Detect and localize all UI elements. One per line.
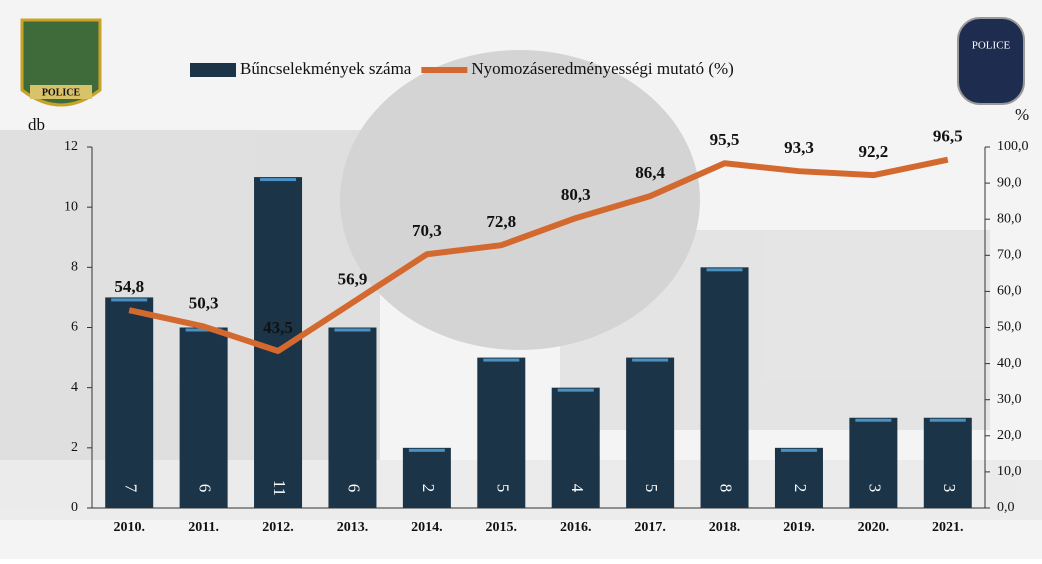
bar-label: 3 [865, 484, 884, 493]
line-value-label: 80,3 [561, 185, 591, 204]
y2-tick-label: 90,0 [997, 175, 1022, 190]
x-tick-label: 2021. [932, 520, 964, 535]
x-tick-label: 2010. [113, 520, 145, 535]
bar-label: 8 [717, 484, 736, 493]
y2-tick-label: 80,0 [997, 211, 1022, 226]
y2-tick-label: 30,0 [997, 392, 1022, 407]
bar-label: 4 [568, 484, 587, 493]
line-value-label: 54,8 [114, 277, 144, 296]
x-tick-label: 2015. [486, 520, 518, 535]
bar-highlight [111, 298, 148, 302]
x-tick-label: 2020. [858, 520, 890, 535]
bar-highlight [780, 448, 817, 452]
bar-label: 6 [196, 484, 215, 493]
line-value-label: 43,5 [263, 318, 293, 337]
y2-tick-label: 100,0 [997, 139, 1029, 154]
y-tick-label: 4 [71, 380, 78, 395]
bar [700, 267, 749, 508]
bar-highlight [408, 448, 445, 452]
bar-highlight [706, 268, 743, 272]
line-value-label: 50,3 [189, 293, 219, 312]
bar [923, 417, 972, 508]
bar-highlight [929, 418, 966, 422]
bar-highlight [483, 358, 520, 362]
bar [402, 447, 451, 508]
y-tick-label: 12 [64, 139, 78, 154]
x-tick-label: 2011. [188, 520, 219, 535]
line-value-label: 93,3 [784, 138, 814, 157]
bar-label: 7 [121, 484, 140, 493]
bar [477, 357, 526, 508]
logo-text: POLICE [972, 40, 1011, 52]
y2-tick-label: 50,0 [997, 320, 1022, 335]
y-tick-label: 2 [71, 440, 78, 455]
bar-label: 3 [940, 484, 959, 493]
bar-label: 11 [270, 480, 289, 496]
x-tick-label: 2012. [262, 520, 294, 535]
bar [774, 447, 823, 508]
bar-highlight [855, 418, 892, 422]
bar-highlight [557, 388, 594, 392]
bar-highlight [632, 358, 669, 362]
line-value-label: 95,5 [710, 130, 740, 149]
bar [626, 357, 675, 508]
bar [849, 417, 898, 508]
bar [179, 327, 228, 508]
bar [328, 327, 377, 508]
bar-label: 2 [791, 484, 810, 493]
x-tick-label: 2019. [783, 520, 815, 535]
bar-label: 5 [642, 484, 661, 493]
x-tick-label: 2013. [337, 520, 369, 535]
bar-highlight [185, 328, 222, 332]
line [128, 156, 949, 354]
y2-tick-label: 20,0 [997, 428, 1022, 443]
y-axis-label: db [28, 115, 45, 134]
y-tick-label: 6 [71, 320, 78, 335]
line-value-label: 86,4 [635, 163, 665, 182]
x-tick-label: 2016. [560, 520, 592, 535]
line-value-label: 70,3 [412, 221, 442, 240]
logo-left: POLICE [20, 18, 102, 107]
bar [105, 297, 154, 508]
legend-swatch [190, 63, 236, 77]
x-tick-label: 2018. [709, 520, 741, 535]
line-value-label: 72,8 [486, 212, 516, 231]
y2-tick-label: 40,0 [997, 356, 1022, 371]
x-tick-label: 2014. [411, 520, 443, 535]
line-value-label: 96,5 [933, 127, 963, 146]
bar-label: 6 [345, 484, 364, 493]
bar-highlight [334, 328, 371, 332]
bar-highlight [260, 178, 297, 182]
bar-label: 5 [493, 484, 512, 493]
logo-text: POLICE [42, 87, 81, 98]
legend-label: Bűncselekmények száma [240, 59, 412, 78]
y2-axis-label: % [1015, 105, 1029, 124]
y2-tick-label: 0,0 [997, 500, 1015, 515]
bar-label: 2 [419, 484, 438, 493]
y-tick-label: 10 [64, 199, 78, 214]
y-tick-label: 0 [71, 500, 78, 515]
y-tick-label: 8 [71, 260, 78, 275]
line-value-label: 92,2 [859, 142, 889, 161]
legend-label: Nyomozáseredményességi mutató (%) [471, 59, 733, 78]
y2-tick-label: 70,0 [997, 248, 1022, 263]
y2-tick-label: 60,0 [997, 284, 1022, 299]
x-tick-label: 2017. [634, 520, 666, 535]
bar [551, 387, 600, 508]
logo-right: POLICE [957, 17, 1025, 105]
line-value-label: 56,9 [338, 269, 368, 288]
y2-tick-label: 10,0 [997, 464, 1022, 479]
